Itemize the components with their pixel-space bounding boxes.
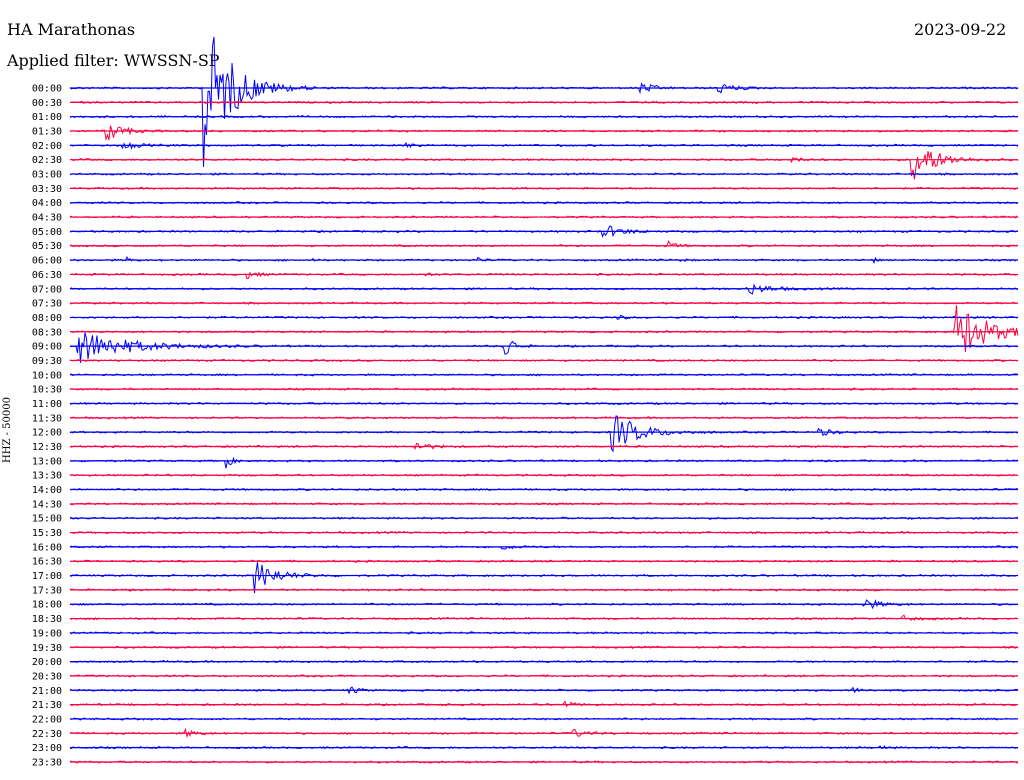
time-label: 13:00 <box>32 456 62 467</box>
time-label: 22:30 <box>32 729 62 740</box>
time-label: 12:30 <box>32 442 62 453</box>
time-label: 16:30 <box>32 557 62 568</box>
time-label: 14:00 <box>32 485 62 496</box>
time-label: 15:00 <box>32 514 62 525</box>
time-label: 14:30 <box>32 499 62 510</box>
time-label: 04:30 <box>32 213 62 224</box>
trace-row-1700 <box>69 562 1019 594</box>
time-label: 20:00 <box>32 657 62 668</box>
time-label: 22:00 <box>32 714 62 725</box>
time-label: 21:00 <box>32 686 62 697</box>
time-label: 11:00 <box>32 399 62 410</box>
station-name: HA Marathonas <box>7 20 136 39</box>
time-label: 12:00 <box>32 428 62 439</box>
time-label: 08:30 <box>32 327 62 338</box>
time-label: 04:00 <box>32 198 62 209</box>
time-label: 21:30 <box>32 700 62 711</box>
time-label: 00:00 <box>32 84 62 95</box>
time-label: 17:30 <box>32 585 62 596</box>
time-label: 23:00 <box>32 743 62 754</box>
time-label: 06:30 <box>32 270 62 281</box>
filter-label: Applied filter: WWSSN-SP <box>7 51 220 70</box>
trace-row-0900 <box>69 332 1019 363</box>
trace-row-0630 <box>69 271 1019 280</box>
time-label: 08:00 <box>32 313 62 324</box>
trace-row-0830 <box>69 305 1019 352</box>
trace-row-1830 <box>69 614 1019 621</box>
time-label: 20:30 <box>32 671 62 682</box>
time-label: 05:00 <box>32 227 62 238</box>
time-label: 03:00 <box>32 170 62 181</box>
time-label: 17:00 <box>32 571 62 582</box>
time-label: 10:00 <box>32 370 62 381</box>
time-label: 03:30 <box>32 184 62 195</box>
time-label: 10:30 <box>32 385 62 396</box>
time-label: 00:30 <box>32 98 62 109</box>
time-label: 02:00 <box>32 141 62 152</box>
trace-row-1300 <box>69 456 1019 469</box>
time-label: 11:30 <box>32 413 62 424</box>
trace-row-0700 <box>69 283 1018 295</box>
time-label: 09:30 <box>32 356 62 367</box>
time-label: 16:00 <box>32 542 62 553</box>
trace-row-2130 <box>69 700 1019 708</box>
time-label: 07:00 <box>32 284 62 295</box>
time-label: 15:30 <box>32 528 62 539</box>
date-label: 2023-09-22 <box>914 20 1007 39</box>
time-label: 05:30 <box>32 241 62 252</box>
trace-row-0130 <box>69 125 1019 142</box>
time-label: 01:30 <box>32 127 62 138</box>
time-label: 19:00 <box>32 628 62 639</box>
time-label: 02:30 <box>32 155 62 166</box>
time-label: 09:00 <box>32 342 62 353</box>
time-label: 13:30 <box>32 471 62 482</box>
time-label: 18:30 <box>32 614 62 625</box>
time-label: 01:00 <box>32 112 62 123</box>
time-label: 06:00 <box>32 256 62 267</box>
time-label: 23:30 <box>32 757 62 768</box>
time-label: 19:30 <box>32 643 62 654</box>
time-label: 07:30 <box>32 299 62 310</box>
time-label: 18:00 <box>32 600 62 611</box>
